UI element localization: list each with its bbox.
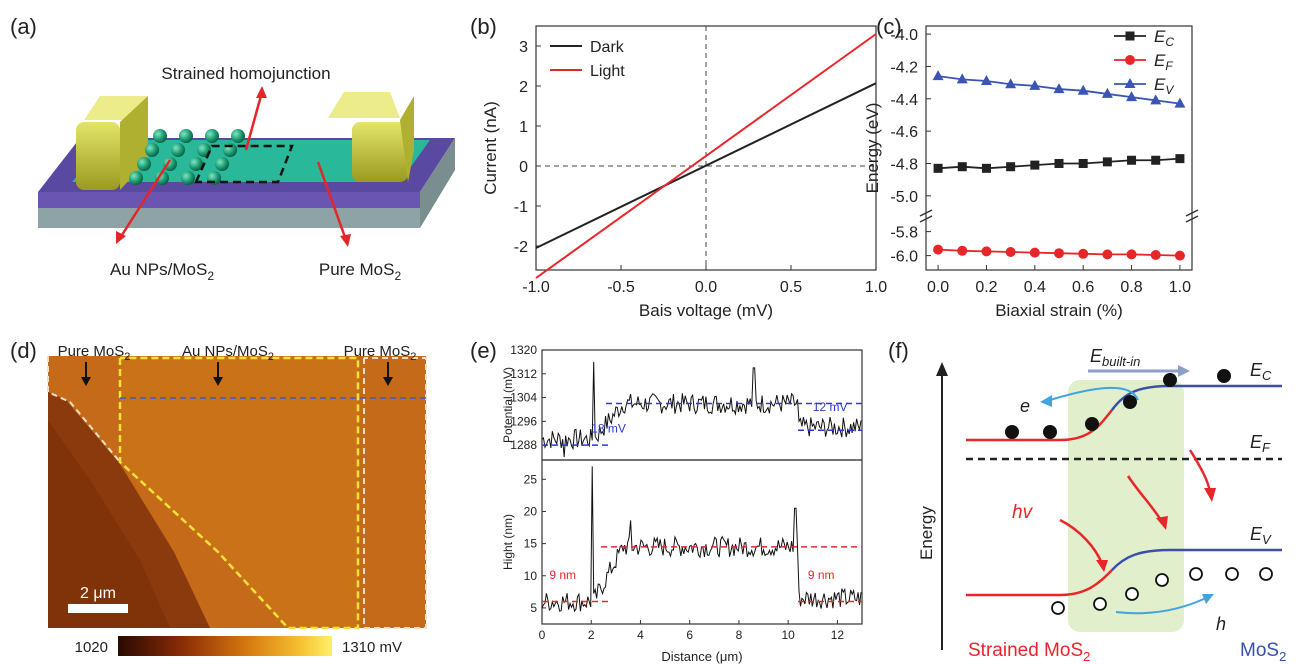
panel-label-b: (b) [470,14,497,39]
substrate-right [420,138,455,228]
photon-arrow-1 [1059,518,1104,565]
colorbar [118,636,332,656]
au-arrow [118,159,172,239]
panel-label-e: (e) [470,338,497,363]
pure-label: Pure MoS2 [319,260,402,283]
hole-drift-arrow [1115,597,1207,615]
electron-drift-arrow [1049,386,1139,401]
electron-label: e [1020,396,1030,416]
boundary-white-right [363,357,427,629]
afm-label-pure-left: Pure MoS2 [58,343,131,363]
photon-label: hv [1012,502,1034,523]
photon-arrow-3 [1188,449,1212,493]
afm-label-pure-right: Pure MoS2 [344,343,417,363]
homojunction-arrow [244,91,264,151]
builtin-label: Ebuilt-in [1090,346,1140,369]
colorbar-max: 1310 mV [342,639,402,656]
substrate-side [38,208,420,228]
map-darker-region [48,420,170,628]
boundary-yellow-au [118,356,360,630]
right-electrode-top [328,92,400,118]
au-label: Au NPs/MoS2 [110,260,214,283]
left-material-label: Strained MoS2 [968,640,1090,664]
right-electrode-front [352,122,408,182]
panel-label-c: (c) [876,14,902,39]
energy-axis-label: Energy [917,506,936,560]
map-mid-region [120,356,358,628]
electrons [1005,369,1231,439]
left-electrode-front [76,122,120,190]
device-schematic: Strained homojunction Au NPs/MoS2 Pure M… [38,64,455,283]
ec-red [966,409,1113,442]
scale-bar-label: 2 μm [80,585,116,602]
oxide-edge [38,192,420,208]
colorbar-min: 1020 [75,639,108,656]
right-material-label: MoS2 [1240,640,1286,664]
homojunction-box [194,144,294,184]
scale-bar [68,604,128,613]
pure-arrow [316,161,348,241]
hole-label: h [1216,614,1226,634]
panel-label-a: (a) [10,14,37,39]
ef-label: EF [1250,432,1271,455]
homojunction-label: Strained homojunction [161,64,330,83]
depletion-region [1068,380,1184,632]
panel-label-f: (f) [888,338,909,363]
right-electrode-side [400,96,414,182]
kpfm-map: Pure MoS2 Au NPs/MoS2 Pure MoS2 2 μm 102… [47,343,427,656]
ev-blue [1111,548,1282,571]
holes [1051,567,1273,615]
panel-label-d: (d) [10,338,37,363]
afm-label-au: Au NPs/MoS2 [182,343,274,363]
ev-label: EV [1250,524,1272,547]
ec-label: EC [1250,360,1272,383]
ev-red [966,569,1113,597]
